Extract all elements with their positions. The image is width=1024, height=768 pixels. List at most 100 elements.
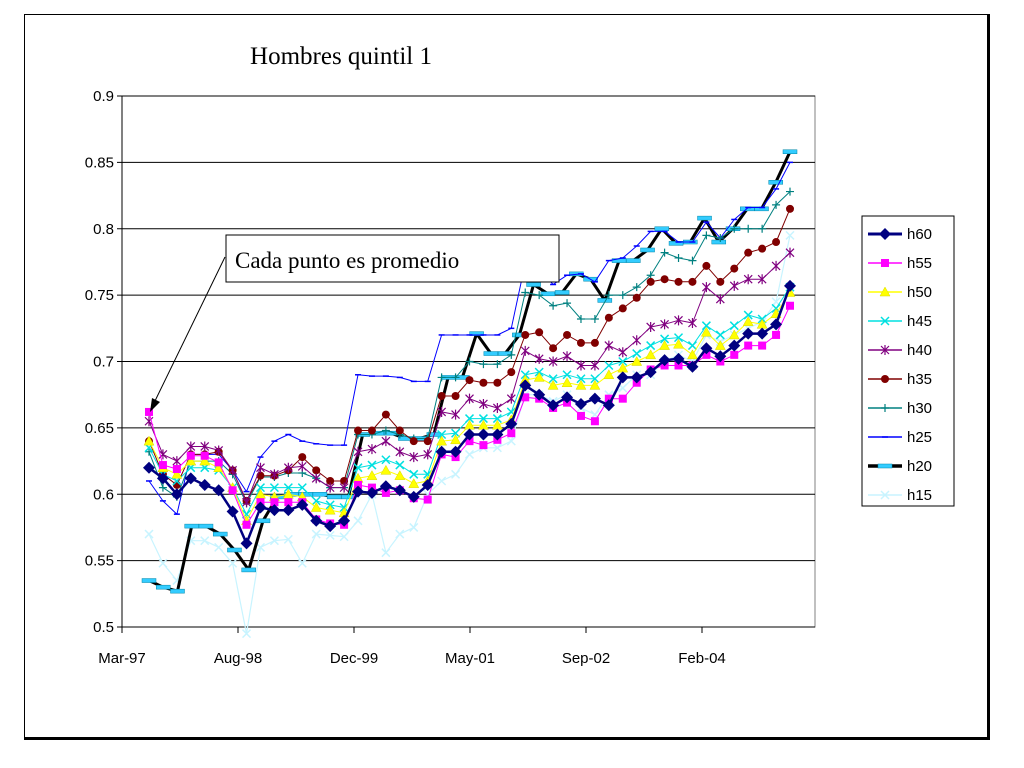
point-h30 <box>716 234 725 243</box>
point-h55 <box>214 458 223 467</box>
legend-item-h30: h30 <box>868 400 932 417</box>
point-h60 <box>519 379 532 392</box>
annotation-arrow-head <box>150 398 160 412</box>
point-h35 <box>590 338 599 347</box>
point-h15 <box>409 522 419 532</box>
point-h30 <box>535 291 544 300</box>
point-h30 <box>158 483 167 492</box>
point-h40 <box>465 393 474 404</box>
point-h45 <box>646 341 656 351</box>
point-h60 <box>658 354 671 367</box>
point-h55 <box>465 437 474 446</box>
point-h30 <box>563 299 572 308</box>
point-h35 <box>437 392 446 401</box>
point-h30 <box>702 231 711 240</box>
point-h35 <box>674 277 683 286</box>
point-h40 <box>297 461 307 472</box>
legend-marker-h50 <box>879 286 891 297</box>
point-h55 <box>730 350 739 359</box>
point-h35 <box>632 293 641 302</box>
point-h20 <box>483 351 499 356</box>
point-h30 <box>521 288 530 297</box>
point-h15 <box>269 536 279 546</box>
annotation-arrow-line <box>153 256 226 404</box>
point-h30 <box>465 357 474 366</box>
point-h40 <box>395 446 405 457</box>
legend-item-h15: h15 <box>868 487 932 504</box>
point-h45 <box>381 455 391 465</box>
point-h30 <box>744 224 753 233</box>
point-h35 <box>381 410 390 419</box>
point-h40 <box>437 406 447 417</box>
point-h50 <box>533 371 545 382</box>
point-h30 <box>618 291 627 300</box>
point-h35 <box>535 328 544 337</box>
point-h55 <box>479 441 488 450</box>
point-h45 <box>395 460 405 470</box>
point-h30 <box>549 301 558 310</box>
point-h20 <box>227 547 242 553</box>
x-tick-label: Sep-02 <box>562 650 610 667</box>
point-h50 <box>394 470 406 480</box>
x-tick-label: Feb-04 <box>678 650 726 667</box>
legend-label: h60 <box>907 226 932 243</box>
point-h55 <box>618 394 627 403</box>
point-h40 <box>381 436 391 447</box>
point-h20 <box>141 578 157 583</box>
point-h50 <box>366 470 378 480</box>
point-h60 <box>282 504 295 517</box>
chart-title: Hombres quintil 1 <box>250 43 432 70</box>
point-h60 <box>310 514 323 527</box>
point-h15 <box>214 542 224 552</box>
point-h30 <box>381 426 390 435</box>
point-h30 <box>688 256 697 265</box>
point-h15 <box>228 558 238 568</box>
point-h50 <box>700 326 712 337</box>
x-tick-label: Aug-98 <box>214 650 262 667</box>
annotation: Cada punto es promedio <box>150 234 560 412</box>
point-h60 <box>393 484 406 497</box>
legend-label: h15 <box>907 487 932 504</box>
point-h35 <box>395 426 404 435</box>
point-h55 <box>228 486 237 495</box>
point-h45 <box>311 496 321 506</box>
point-h35 <box>604 313 613 322</box>
point-h40 <box>325 482 335 493</box>
point-h40 <box>701 282 711 293</box>
point-h40 <box>367 444 377 455</box>
point-h50 <box>408 478 420 488</box>
point-h15 <box>381 548 391 558</box>
axes: 0.5 0.55 0.6 0.65 0.7 0.75 0.8 0.85 0.9 Mar-97 Aug… <box>85 88 815 667</box>
point-h40 <box>256 462 265 473</box>
point-h40 <box>186 441 196 452</box>
point-h50 <box>603 369 615 380</box>
point-h35 <box>354 426 363 435</box>
point-h50 <box>589 379 601 390</box>
point-h60 <box>700 342 713 355</box>
point-h60 <box>784 279 796 292</box>
point-h15 <box>283 534 293 544</box>
point-h60 <box>435 445 448 458</box>
point-h45 <box>743 310 753 320</box>
legend-marker-h35 <box>881 375 889 383</box>
point-h40 <box>660 319 670 330</box>
point-h50 <box>673 338 684 349</box>
point-h15 <box>492 443 502 453</box>
point-h60 <box>630 371 643 384</box>
point-h20 <box>212 531 228 537</box>
point-h20 <box>155 584 171 590</box>
point-h60 <box>296 498 309 511</box>
point-h15 <box>464 449 475 459</box>
legend-label: h50 <box>907 284 932 301</box>
legend-item-h50: h50 <box>868 284 932 301</box>
point-h60 <box>728 339 741 352</box>
legend-label: h40 <box>907 342 932 359</box>
point-h35 <box>688 277 697 286</box>
point-h40 <box>479 398 488 409</box>
point-h15 <box>311 529 321 539</box>
y-tick-label: 0.5 <box>93 619 114 636</box>
point-h20 <box>312 492 328 497</box>
point-h50 <box>714 340 726 350</box>
point-h60 <box>226 505 239 518</box>
point-h30 <box>437 373 446 382</box>
